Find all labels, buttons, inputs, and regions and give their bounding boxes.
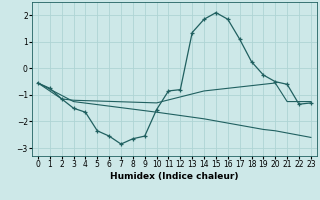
X-axis label: Humidex (Indice chaleur): Humidex (Indice chaleur) xyxy=(110,172,239,181)
